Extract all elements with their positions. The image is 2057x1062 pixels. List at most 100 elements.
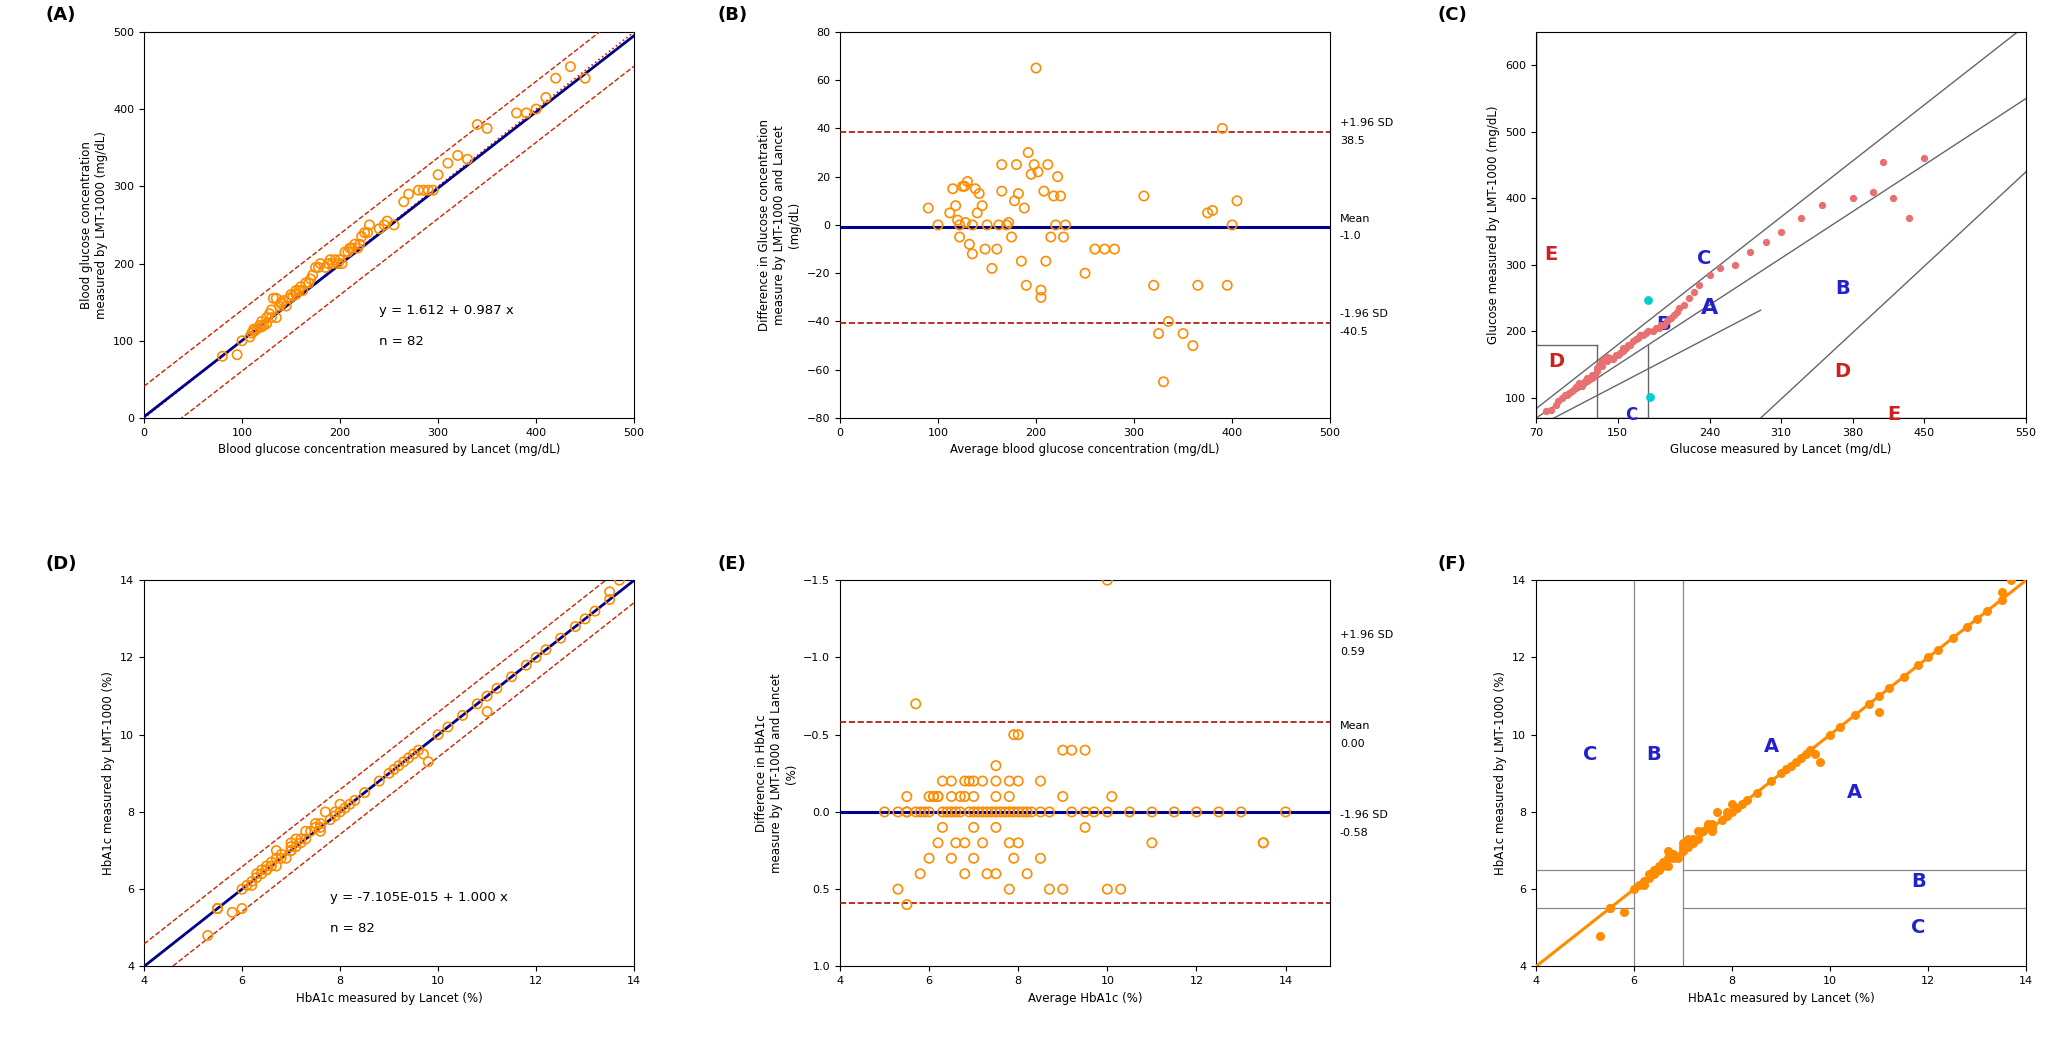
Point: [936, 850, 969, 867]
Point: [1697, 819, 1730, 836]
Point: [1016, 804, 1049, 821]
Point: [882, 880, 915, 897]
Point: [944, 804, 977, 821]
Point: [1652, 842, 1685, 859]
Point: [1535, 401, 1567, 418]
Point: [1024, 289, 1057, 306]
Point: [265, 846, 298, 863]
Point: [1220, 192, 1253, 209]
Text: +1.96 SD: +1.96 SD: [1339, 630, 1393, 639]
Point: [237, 323, 269, 340]
X-axis label: HbA1c measured by Lancet (%): HbA1c measured by Lancet (%): [1687, 992, 1874, 1005]
Point: [1563, 376, 1596, 393]
Point: [979, 788, 1012, 805]
Point: [1024, 850, 1057, 867]
Point: [1555, 383, 1588, 400]
Point: [578, 602, 611, 619]
Point: [401, 741, 434, 758]
Point: [1205, 120, 1238, 137]
Point: [1037, 188, 1070, 205]
Point: [1224, 804, 1257, 821]
Point: [1755, 772, 1788, 789]
Point: [387, 753, 420, 770]
Point: [241, 321, 274, 338]
Point: [994, 804, 1026, 821]
Point: [226, 880, 259, 897]
Text: D: D: [1549, 352, 1565, 371]
Point: [539, 70, 572, 87]
X-axis label: Average HbA1c (%): Average HbA1c (%): [1028, 992, 1142, 1005]
Point: [948, 772, 981, 789]
Point: [913, 804, 946, 821]
Point: [1691, 819, 1724, 836]
Point: [1711, 807, 1744, 824]
X-axis label: Blood glucose concentration measured by Lancet (mg/dL): Blood glucose concentration measured by …: [218, 443, 560, 457]
Point: [1641, 861, 1674, 878]
Point: [304, 819, 337, 836]
Point: [948, 866, 981, 883]
Point: [1586, 358, 1619, 375]
Point: [998, 804, 1031, 821]
Point: [936, 772, 969, 789]
Point: [280, 286, 313, 303]
Text: y = 1.612 + 0.987 x: y = 1.612 + 0.987 x: [378, 304, 514, 316]
Point: [1864, 687, 1897, 704]
Point: [1592, 900, 1625, 917]
Text: (A): (A): [45, 6, 76, 24]
Point: [335, 240, 368, 257]
Point: [1911, 649, 1944, 666]
Point: [259, 290, 292, 307]
Point: [1008, 200, 1041, 217]
Point: [957, 217, 989, 234]
Text: -0.58: -0.58: [1339, 828, 1368, 838]
Text: -1.96 SD: -1.96 SD: [1339, 810, 1388, 821]
Point: [1660, 303, 1693, 320]
Point: [1641, 320, 1674, 337]
Point: [290, 274, 323, 291]
Point: [1872, 680, 1905, 697]
Point: [1609, 340, 1641, 357]
Point: [568, 70, 601, 87]
Point: [309, 259, 341, 276]
Point: [284, 830, 317, 847]
Point: [1576, 370, 1609, 387]
Point: [1697, 815, 1730, 832]
Point: [241, 866, 274, 883]
Point: [1166, 325, 1199, 342]
Point: [1047, 880, 1080, 897]
Point: [1195, 202, 1228, 219]
Point: [251, 857, 284, 874]
Text: y = -7.105E-015 + 1.000 x: y = -7.105E-015 + 1.000 x: [331, 891, 508, 904]
Point: [267, 292, 300, 309]
Point: [294, 823, 327, 840]
Point: [1002, 804, 1035, 821]
Point: [913, 850, 946, 867]
Point: [383, 757, 416, 774]
Point: [985, 156, 1018, 173]
Point: [245, 319, 278, 336]
Point: [1633, 869, 1666, 886]
Point: [1672, 290, 1705, 307]
Point: [319, 807, 352, 824]
Point: [315, 811, 348, 828]
Point: [337, 236, 370, 253]
Point: [948, 215, 981, 232]
Point: [290, 830, 323, 847]
Point: [1582, 356, 1615, 373]
Point: [1839, 707, 1872, 724]
Point: [1806, 196, 1839, 213]
Point: [959, 181, 991, 198]
Point: [948, 177, 981, 194]
Point: [1886, 668, 1919, 685]
Point: [1637, 861, 1670, 878]
Y-axis label: Blood glucose concentration
measured by LMT-1000 (mg/dL): Blood glucose concentration measured by …: [80, 131, 107, 319]
Point: [323, 804, 356, 821]
Point: [952, 804, 985, 821]
Point: [1105, 880, 1138, 897]
Point: [1094, 788, 1127, 805]
Point: [251, 315, 284, 332]
Point: [341, 240, 374, 257]
Point: [286, 282, 319, 299]
Point: [387, 193, 420, 210]
Point: [1006, 804, 1039, 821]
